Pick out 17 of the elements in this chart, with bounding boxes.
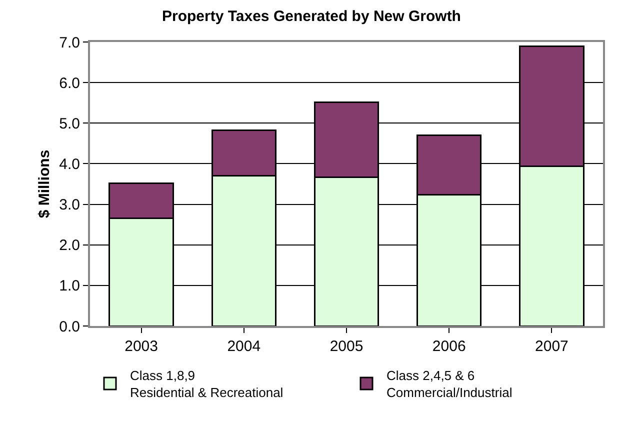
chart-title: Property Taxes Generated by New Growth — [162, 8, 461, 26]
y-tick-label: 5.0 — [59, 115, 80, 132]
y-tick-label: 6.0 — [59, 74, 80, 92]
x-tick-label: 2004 — [227, 338, 261, 355]
x-tick-label: 2005 — [330, 338, 364, 355]
x-tick-label: 2006 — [432, 338, 466, 355]
y-tick-label: 4.0 — [59, 156, 80, 173]
y-tick-label: 3.0 — [59, 196, 80, 214]
x-tick-label: 2007 — [535, 338, 568, 355]
y-tick-label: 1.0 — [59, 278, 80, 295]
legend-label: Class 2,4,5 & 6 Commercial/Industrial — [386, 368, 512, 400]
x-tick-label: 2003 — [124, 338, 158, 355]
legend-label: Class 1,8,9 Residential & Recreational — [130, 368, 284, 400]
y-tick-label: 0.0 — [59, 318, 80, 336]
y-tick-label: 7.0 — [59, 34, 80, 52]
y-tick-label: 2.0 — [59, 237, 80, 254]
y-axis-title: $ Millions — [36, 150, 53, 218]
